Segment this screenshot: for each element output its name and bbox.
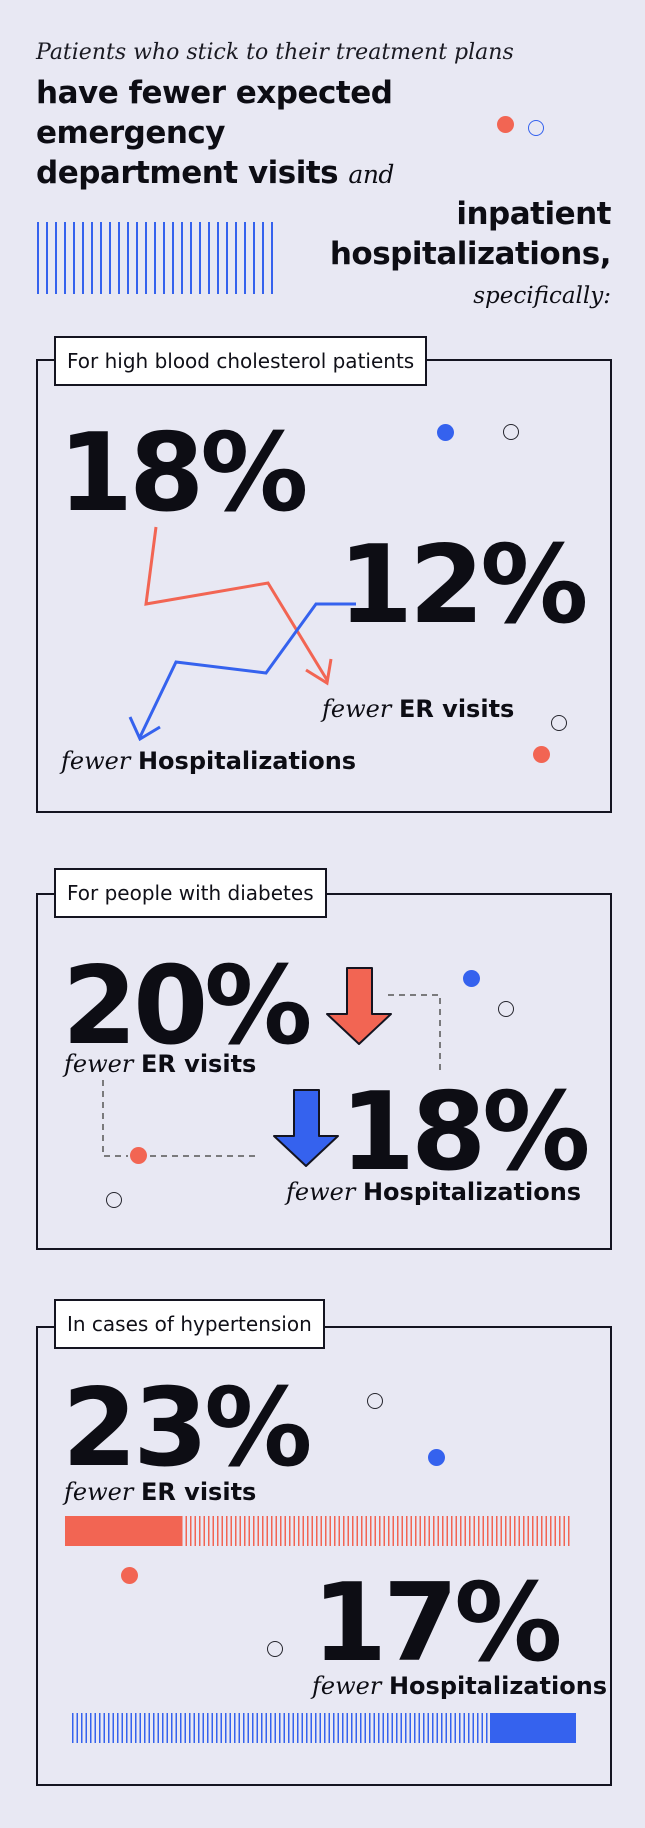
decor-vertical-lines [37,222,277,294]
decor-dot [428,1449,445,1466]
diabetes-caption-hosp: fewer Hospitalizations [286,1178,581,1206]
decor-ring [498,1001,514,1017]
cholesterol-tag: For high blood cholesterol patients [54,336,428,386]
headline-line-3-text: department visits [36,155,339,191]
intro-text: Patients who stick to their treatment pl… [36,40,514,65]
cholesterol-stat-hosp: 12% [338,523,589,648]
headline-line-1: have fewer expected [36,75,393,111]
headline-and: and [348,160,394,189]
headline-line-2: emergency [36,115,226,151]
decor-ring [503,424,519,440]
decor-dot [497,116,514,133]
decor-dot [121,1567,138,1584]
diabetes-stat-er: 20% [62,944,313,1069]
hypertension-caption-hosp: fewer Hospitalizations [312,1672,607,1700]
diabetes-tag: For people with diabetes [54,868,327,918]
decor-ring [267,1641,283,1657]
dashed-connector-left [102,1080,128,1157]
hypertension-stat-er: 23% [62,1366,313,1491]
caption-label: ER visits [140,1478,257,1506]
er-bar-solid [65,1516,181,1546]
caption-label: Hospitalizations [388,1672,608,1700]
decor-ring [528,120,544,136]
er-arrow-head [305,658,333,686]
hosp-reduction-bar [72,1713,576,1743]
caption-prefix: fewer [286,1178,356,1206]
er-reduction-bar [65,1516,571,1546]
decor-dot [463,970,480,987]
er-bar-striped [181,1516,571,1546]
er-down-arrow [326,967,392,1045]
diabetes-stat-hosp: 18% [340,1070,591,1195]
caption-prefix: fewer [64,1478,134,1506]
hosp-bar-striped [72,1713,490,1743]
caption-prefix: fewer [61,747,131,775]
cholesterol-stat-er: 18% [58,411,309,536]
decor-ring [551,715,567,731]
headline-line-3: department visits and [36,154,394,194]
headline-line-4: inpatient [456,196,611,232]
caption-prefix: fewer [322,695,392,723]
decor-dot [437,424,454,441]
hosp-down-arrow [273,1089,339,1167]
caption-label: ER visits [140,1050,257,1078]
decor-ring [367,1393,383,1409]
caption-label: Hospitalizations [362,1178,582,1206]
headline-line-5: hospitalizations, [329,236,612,272]
decor-dot [130,1147,147,1164]
hosp-arrow-line [138,602,356,738]
decor-dot [533,746,550,763]
hypertension-stat-hosp: 17% [312,1561,563,1686]
decor-ring [106,1192,122,1208]
hosp-arrow-head [128,716,161,742]
caption-prefix: fewer [64,1050,134,1078]
caption-label: Hospitalizations [137,747,357,775]
hosp-bar-solid [490,1713,576,1743]
cholesterol-caption-er: fewer ER visits [322,695,514,723]
diabetes-caption-er: fewer ER visits [64,1050,256,1078]
dashed-connector-right [388,994,441,1073]
hypertension-tag: In cases of hypertension [54,1299,325,1349]
caption-prefix: fewer [312,1672,382,1700]
specifically-text: specifically: [473,283,611,309]
cholesterol-caption-hosp: fewer Hospitalizations [61,747,356,775]
caption-label: ER visits [398,695,515,723]
hypertension-caption-er: fewer ER visits [64,1478,256,1506]
